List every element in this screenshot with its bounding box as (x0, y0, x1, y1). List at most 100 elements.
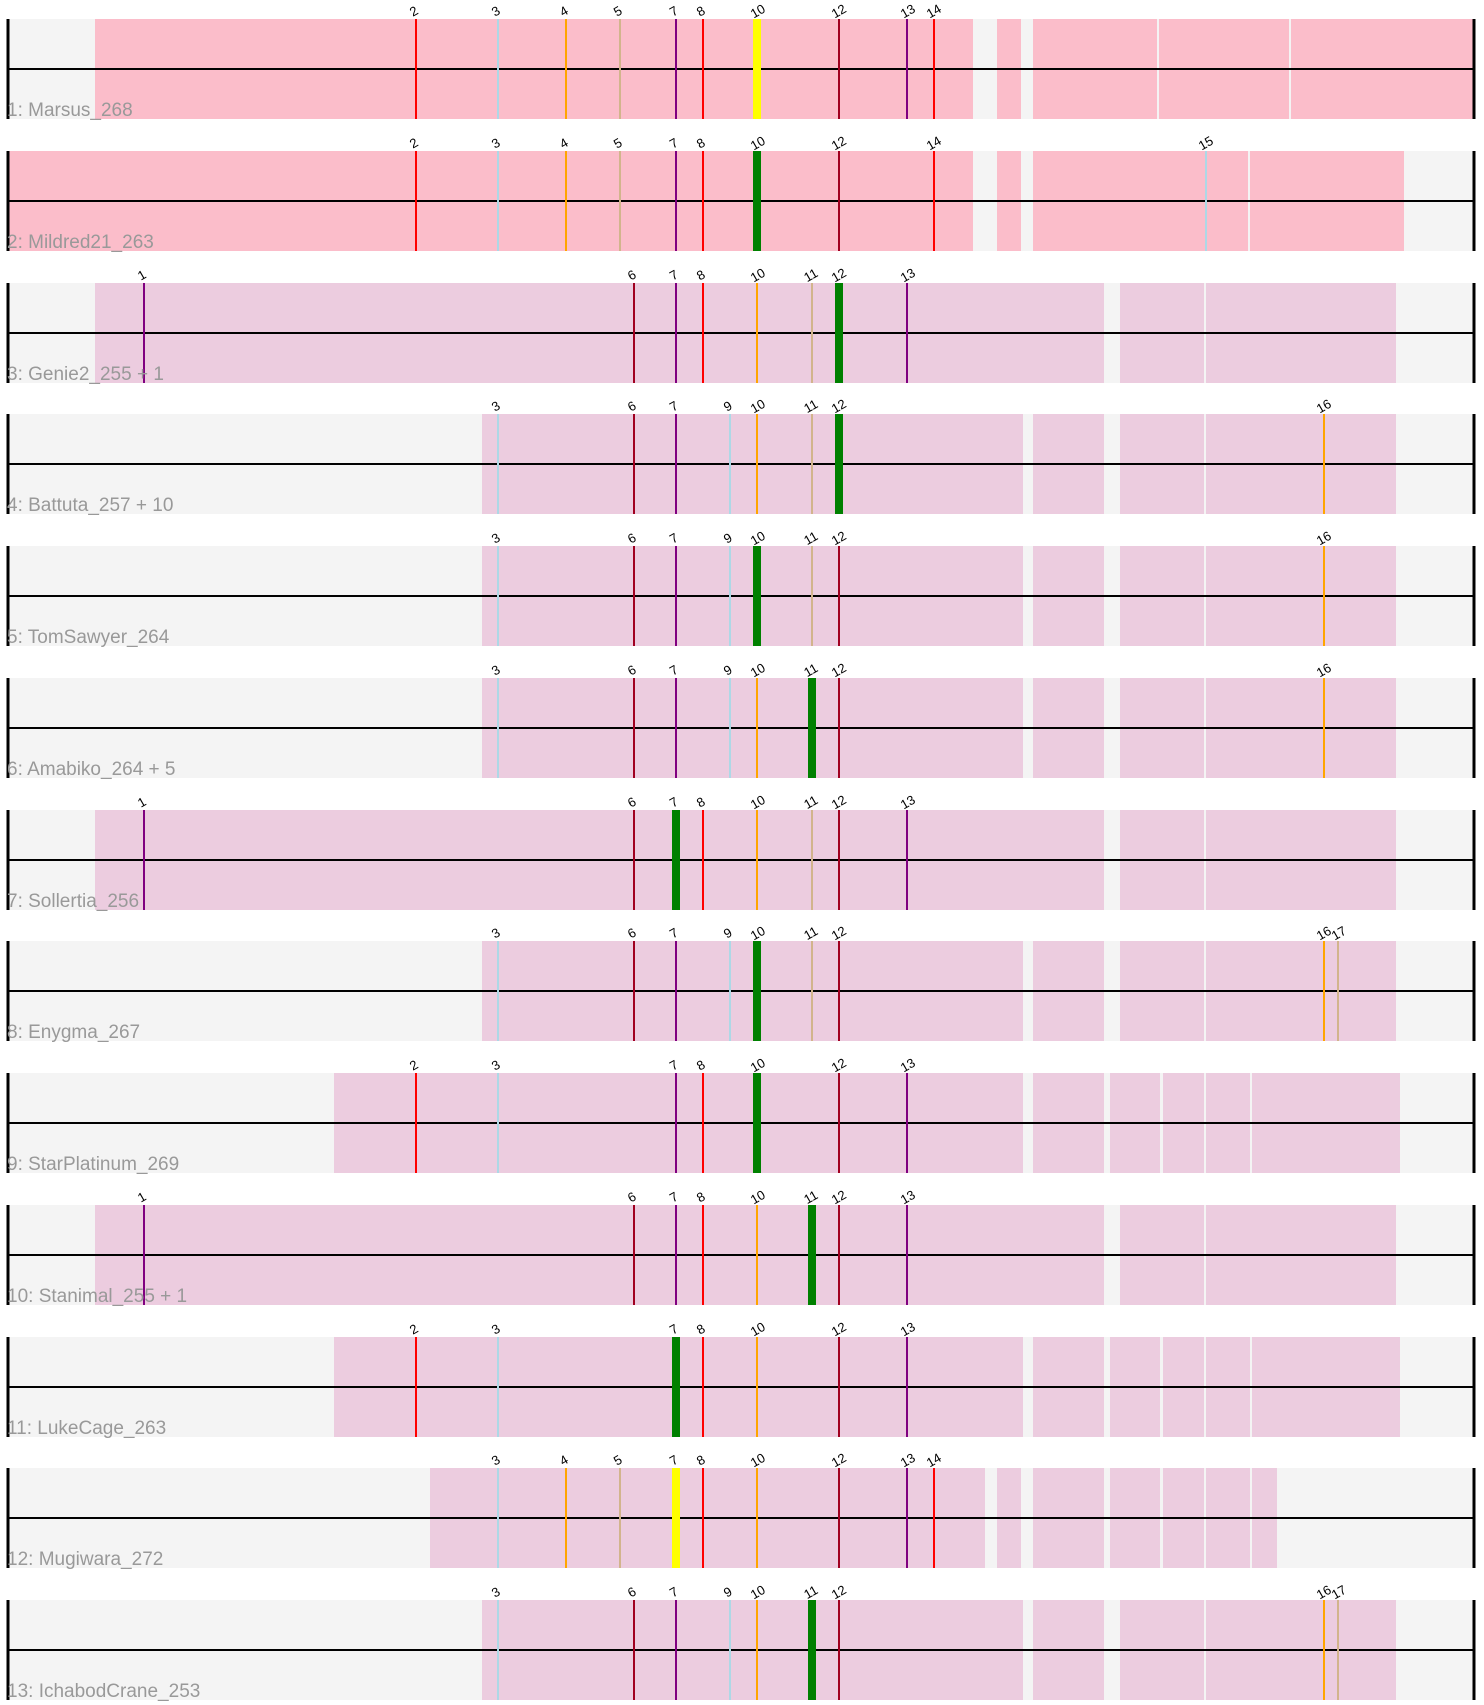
row-label: 1: Marsus_268 (7, 100, 133, 121)
marker-label: 5 (611, 1452, 625, 1469)
marker-line (675, 19, 677, 119)
row-label: 3: Genie2_255 + 1 (7, 364, 164, 385)
marker-label: 3 (489, 398, 503, 415)
marker-line (756, 1600, 758, 1700)
marker-line (1323, 678, 1325, 778)
marker-label: 12 (829, 1187, 849, 1207)
marker-line (415, 1337, 417, 1437)
marker-label: 6 (625, 662, 639, 679)
marker-label: 6 (625, 1189, 639, 1206)
marker-line (675, 941, 677, 1041)
marker-line (756, 1337, 758, 1437)
marker-label: 3 (489, 925, 503, 942)
marker-line (838, 941, 840, 1041)
marker-label: 6 (625, 794, 639, 811)
genome-row: 3 6 7 9 10 11 12 16 4: Battuta_257 + 10 (6, 396, 1476, 516)
marker-line (675, 546, 677, 646)
marker-label: 2 (407, 135, 421, 152)
marker-label: 8 (694, 794, 708, 811)
marker-line (633, 414, 635, 514)
marker-label: 7 (667, 398, 681, 415)
highlighted-marker (835, 414, 843, 514)
marker-label: 10 (748, 1319, 768, 1339)
marker-label: 2 (407, 3, 421, 20)
marker-line (838, 1468, 840, 1568)
marker-line (497, 941, 499, 1041)
marker-label: 12 (829, 923, 849, 943)
marker-label: 6 (625, 530, 639, 547)
marker-label: 13 (898, 1187, 918, 1207)
marker-line (729, 414, 731, 514)
marker-label: 9 (721, 530, 735, 547)
marker-label: 7 (667, 662, 681, 679)
genome-row: 1 6 7 8 10 11 12 13 3: Genie2_255 + 1 (6, 265, 1476, 385)
marker-label: 7 (667, 135, 681, 152)
marker-line (619, 19, 621, 119)
marker-line (565, 19, 567, 119)
marker-label: 10 (748, 1187, 768, 1207)
marker-label: 5 (611, 135, 625, 152)
marker-label: 16 (1314, 1582, 1334, 1602)
marker-label: 3 (489, 1057, 503, 1074)
marker-label: 10 (748, 660, 768, 680)
marker-line (415, 1073, 417, 1173)
highlighted-marker (808, 1205, 816, 1305)
marker-label: 11 (801, 1187, 820, 1207)
marker-line (838, 1205, 840, 1305)
marker-line (675, 414, 677, 514)
marker-label: 12 (829, 1, 849, 21)
row-label: 9: StarPlatinum_269 (7, 1154, 179, 1175)
marker-label: 11 (801, 396, 820, 416)
marker-label: 10 (748, 528, 768, 548)
marker-line (619, 151, 621, 251)
marker-label: 10 (748, 792, 768, 812)
marker-label: 13 (898, 1, 918, 21)
row-label: 2: Mildred21_263 (7, 232, 154, 253)
marker-label: 13 (898, 792, 918, 812)
marker-label: 4 (557, 3, 571, 20)
marker-label: 10 (748, 1582, 768, 1602)
row-label: 11: LukeCage_263 (7, 1418, 166, 1439)
marker-line (1323, 941, 1325, 1041)
marker-line (497, 414, 499, 514)
marker-line (756, 678, 758, 778)
marker-line (906, 1073, 908, 1173)
marker-line (143, 1205, 145, 1305)
marker-label: 11 (801, 792, 820, 812)
marker-line (633, 283, 635, 383)
row-label: 13: IchabodCrane_253 (7, 1681, 200, 1702)
highlighted-marker (672, 810, 680, 910)
genome-row: 2 3 7 8 10 12 13 11: LukeCage_263 (6, 1319, 1476, 1439)
marker-line (497, 1600, 499, 1700)
marker-line (756, 810, 758, 910)
marker-label: 13 (898, 265, 918, 285)
marker-label: 8 (694, 3, 708, 20)
marker-label: 6 (625, 267, 639, 284)
marker-label: 3 (489, 3, 503, 20)
highlighted-marker (753, 151, 761, 251)
marker-line (675, 1600, 677, 1700)
marker-label: 2 (407, 1057, 421, 1074)
marker-label: 10 (748, 1055, 768, 1075)
marker-line (565, 151, 567, 251)
highlighted-marker (672, 1337, 680, 1437)
marker-line (838, 19, 840, 119)
marker-line (633, 678, 635, 778)
marker-line (811, 810, 813, 910)
marker-label: 10 (748, 265, 768, 285)
highlighted-marker (753, 1073, 761, 1173)
marker-label: 11 (801, 660, 820, 680)
marker-line (906, 810, 908, 910)
marker-label: 7 (667, 1189, 681, 1206)
row-label: 7: Sollertia_256 (7, 891, 139, 912)
marker-line (729, 678, 731, 778)
marker-line (143, 810, 145, 910)
marker-label: 11 (801, 528, 820, 548)
marker-label: 12 (829, 528, 849, 548)
marker-line (565, 1468, 567, 1568)
marker-label: 2 (407, 1321, 421, 1338)
highlighted-marker (808, 1600, 816, 1700)
marker-label: 12 (829, 660, 849, 680)
